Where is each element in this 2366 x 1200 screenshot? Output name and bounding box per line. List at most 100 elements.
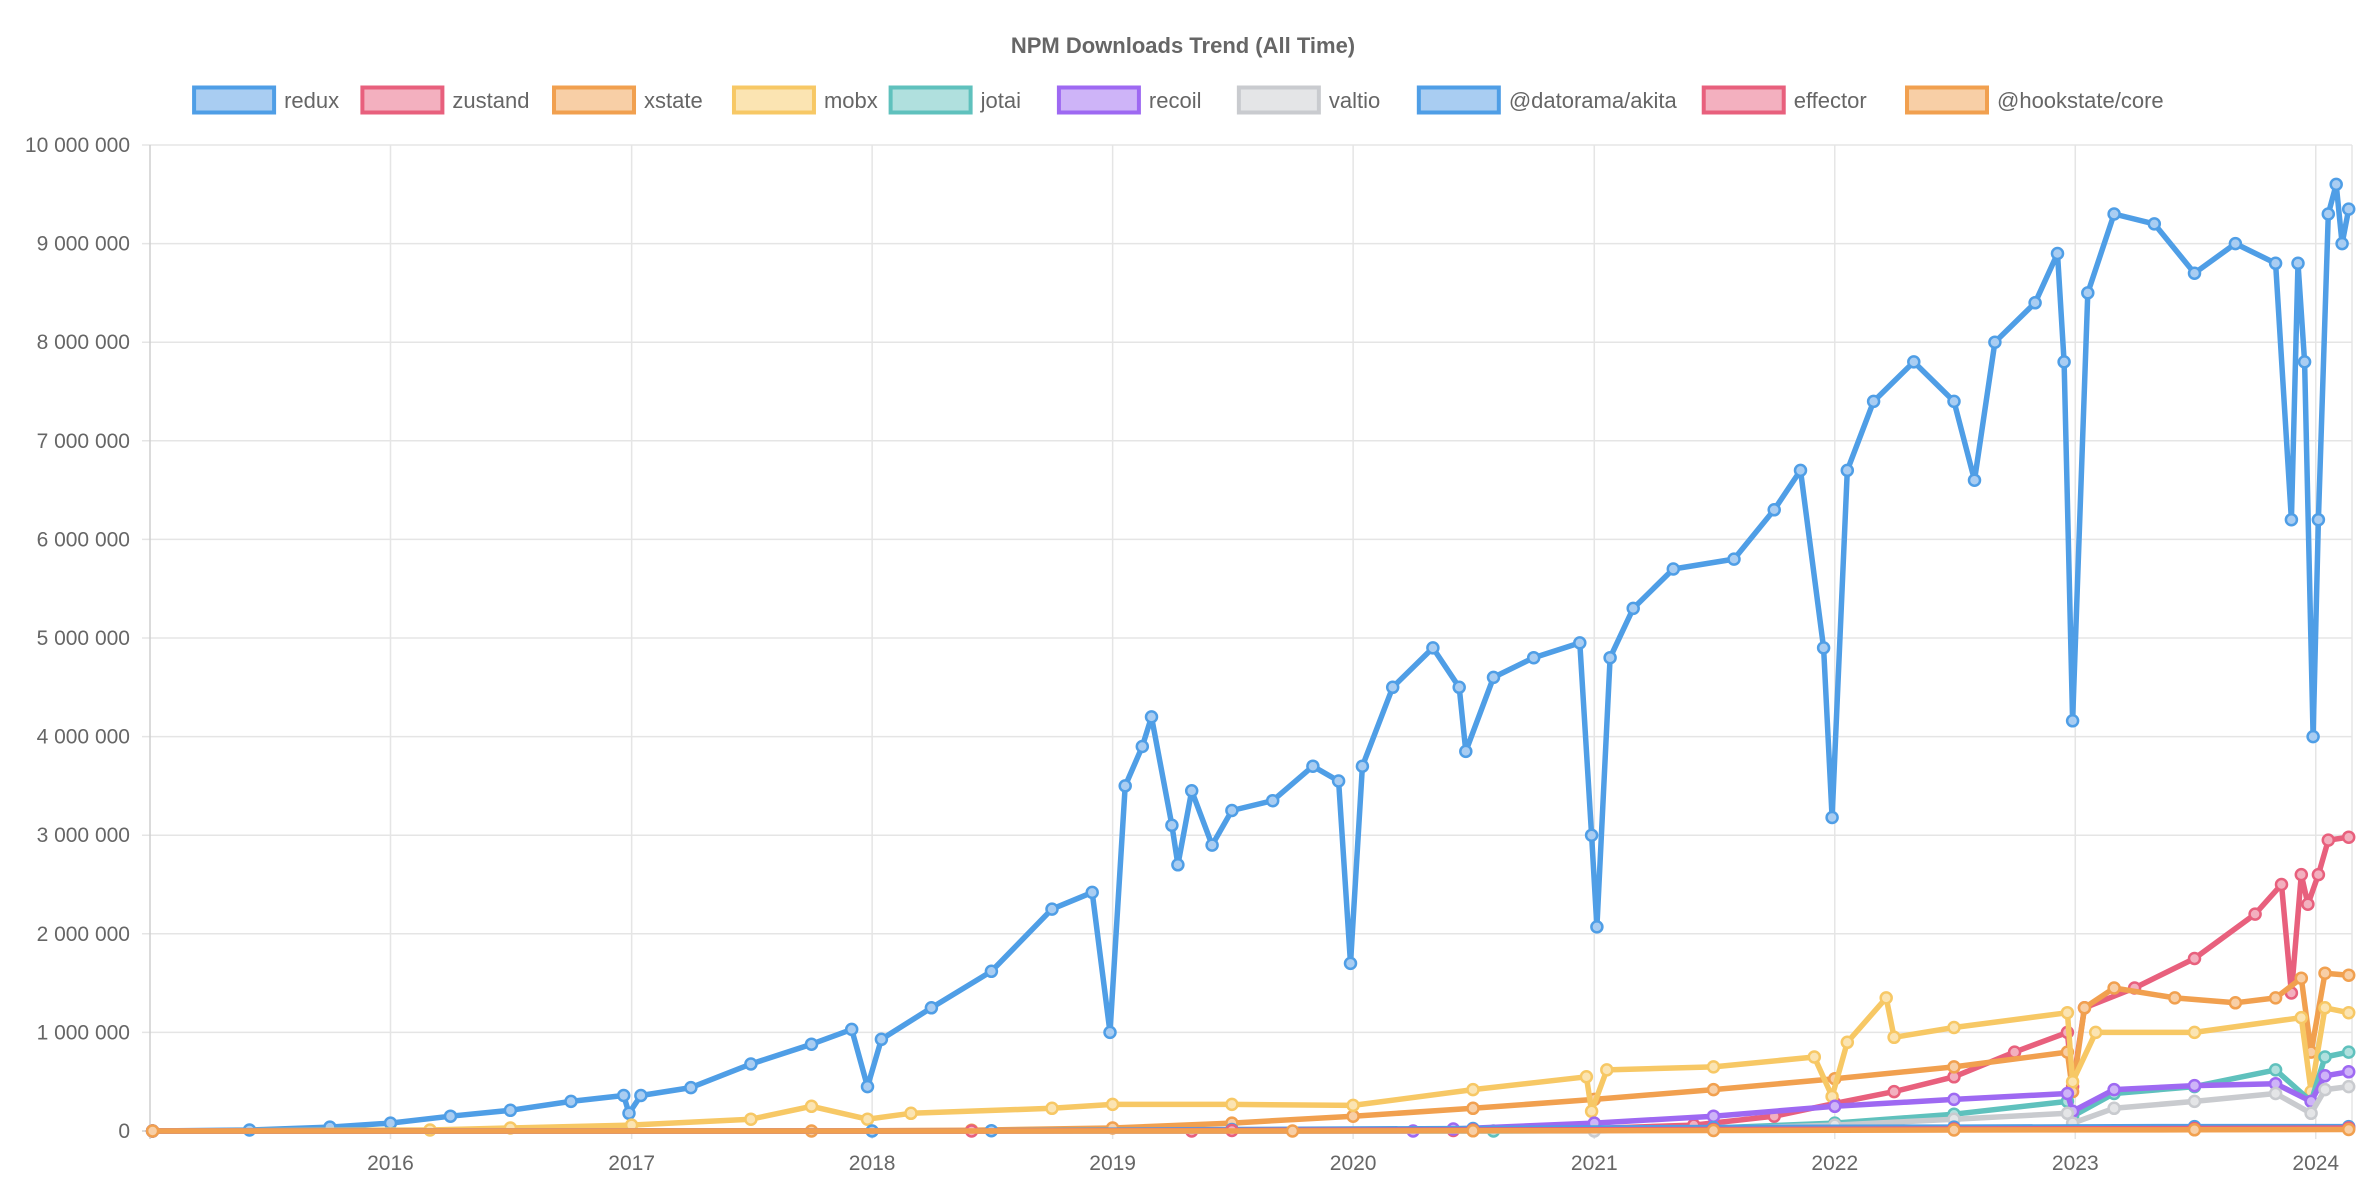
data-point — [383, 1116, 398, 1130]
data-point — [503, 1103, 518, 1118]
chart-title: NPM Downloads Trend (All Time) — [1011, 33, 1355, 58]
data-point — [2065, 714, 2080, 728]
data-point — [1171, 858, 1185, 872]
data-point — [2168, 991, 2182, 1005]
data-point — [1840, 463, 1855, 478]
x-tick-label: 2023 — [2052, 1152, 2099, 1175]
data-point — [2304, 1106, 2318, 1121]
legend-item[interactable]: effector — [1701, 85, 1867, 115]
data-point — [2057, 355, 2071, 369]
data-point — [2228, 996, 2243, 1010]
data-point — [1466, 1101, 1480, 1116]
data-point — [1666, 562, 1681, 576]
y-tick-label: 8 000 000 — [37, 331, 130, 354]
data-point — [2060, 1086, 2075, 1101]
data-point — [2321, 833, 2336, 847]
legend-item[interactable]: @datorama/akita — [1416, 85, 1678, 115]
data-point — [2341, 1005, 2356, 1020]
legend-label: @hookstate/core — [1997, 88, 2164, 113]
data-point — [744, 1112, 758, 1126]
legend-swatch — [360, 85, 445, 115]
data-point — [2268, 1086, 2283, 1101]
chart-legend: redux zustand xstate mobx jotai recoil valtio @… — [192, 85, 2164, 115]
data-point — [622, 1106, 636, 1121]
series-line — [149, 1049, 2352, 1134]
data-point — [1466, 1124, 1480, 1138]
data-point — [684, 1080, 698, 1095]
data-point — [2341, 968, 2356, 982]
data-point — [1103, 1025, 1117, 1040]
data-point — [2081, 286, 2095, 300]
data-point — [634, 1088, 648, 1103]
data-point — [1584, 1104, 1599, 1119]
data-point — [2301, 897, 2315, 911]
series-line — [149, 181, 2352, 1134]
data-point — [2107, 981, 2121, 995]
y-tick-label: 1 000 000 — [37, 1021, 130, 1044]
x-tick-label: 2016 — [367, 1152, 414, 1175]
legend-item[interactable]: valtio — [1236, 85, 1380, 115]
series-hookstate-core — [145, 1122, 2356, 1138]
data-point — [1947, 1060, 1961, 1074]
legend-swatch — [192, 85, 277, 115]
data-point — [1426, 641, 1440, 655]
data-point — [2248, 907, 2262, 921]
legend-swatch — [1905, 85, 1990, 115]
legend-item[interactable]: jotai — [888, 85, 1021, 115]
data-point — [860, 1112, 875, 1126]
legend-item[interactable]: zustand — [360, 85, 529, 115]
data-point — [1584, 828, 1599, 842]
data-point — [1767, 503, 1781, 517]
y-tick-label: 9 000 000 — [37, 233, 130, 256]
data-point — [984, 964, 999, 979]
y-axis: 0 1 000 000 2 000 000 3 000 000 4 000 000 5 0… — [25, 134, 130, 1143]
legend-item[interactable]: @hookstate/core — [1905, 85, 2164, 115]
data-point — [2297, 355, 2312, 369]
data-point — [1825, 810, 1839, 825]
legend-item[interactable]: xstate — [552, 85, 703, 115]
data-point — [1706, 1060, 1721, 1074]
data-point — [2187, 266, 2202, 280]
data-point — [2268, 991, 2283, 1005]
data-point — [1085, 885, 1099, 900]
data-point — [1947, 1092, 1961, 1107]
data-point — [2077, 1001, 2092, 1015]
data-point — [2268, 1063, 2283, 1077]
data-point — [2341, 1079, 2356, 1094]
data-point — [844, 1022, 859, 1037]
data-point — [1947, 1020, 1961, 1035]
y-tick-label: 10 000 000 — [25, 134, 130, 157]
y-tick-label: 7 000 000 — [37, 430, 130, 453]
data-point — [1165, 818, 1179, 833]
data-point — [1135, 739, 1150, 754]
data-point — [1045, 1101, 1059, 1116]
data-point — [1603, 650, 1617, 665]
series-line — [149, 834, 2352, 1134]
legend-item[interactable]: mobx — [731, 85, 878, 115]
legend-label: redux — [284, 88, 339, 113]
x-tick-label: 2021 — [1571, 1152, 1618, 1175]
data-point — [2341, 1045, 2356, 1059]
data-point — [2187, 1025, 2202, 1040]
data-point — [1331, 774, 1346, 788]
legend-label: xstate — [644, 88, 703, 113]
legend-item[interactable]: recoil — [1056, 85, 1202, 115]
data-point — [1486, 670, 1501, 685]
legend-label: valtio — [1329, 88, 1380, 113]
data-point — [1600, 1063, 1614, 1077]
legend-label: @datorama/akita — [1509, 88, 1678, 113]
legend-item[interactable]: redux — [192, 85, 339, 115]
data-point — [1118, 779, 1132, 793]
data-point — [1816, 641, 1831, 655]
data-point — [1626, 601, 1640, 616]
x-tick-label: 2019 — [1089, 1152, 1136, 1175]
data-point — [145, 1124, 160, 1138]
data-point — [2187, 1094, 2202, 1109]
y-tick-label: 4 000 000 — [37, 726, 130, 749]
legend-swatch — [1416, 85, 1501, 115]
data-point — [1840, 1035, 1855, 1050]
y-tick-label: 3 000 000 — [37, 824, 130, 847]
data-point — [1343, 956, 1358, 971]
data-point — [2335, 236, 2349, 251]
data-point — [2107, 207, 2121, 221]
